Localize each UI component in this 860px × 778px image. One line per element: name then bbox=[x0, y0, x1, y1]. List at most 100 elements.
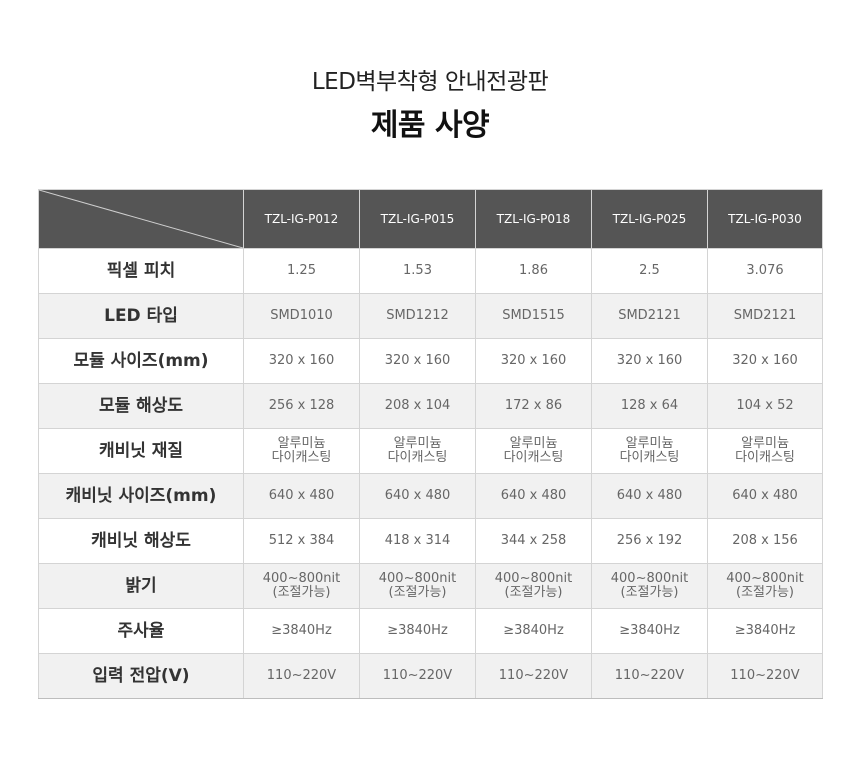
table-cell: 1.86 bbox=[475, 248, 592, 294]
row-label: 캐비닛 해상도 bbox=[38, 518, 244, 564]
table-cell: 640 x 480 bbox=[475, 473, 592, 519]
table-cell: 알루미늄 다이캐스팅 bbox=[243, 428, 360, 474]
cell-value: 104 x 52 bbox=[736, 398, 794, 413]
cell-value: SMD2121 bbox=[733, 308, 797, 323]
spec-table: TZL-IG-P012 TZL-IG-P015 TZL-IG-P018 TZL-… bbox=[38, 189, 823, 699]
cell-value: 320 x 160 bbox=[500, 353, 567, 368]
table-cell: 344 x 258 bbox=[475, 518, 592, 564]
cell-value: 알루미늄 bbox=[741, 436, 789, 451]
cell-value: 1.53 bbox=[403, 263, 432, 278]
cell-value: 다이캐스팅 bbox=[271, 450, 332, 465]
spec-table-body: 픽셀 피치 1.25 1.53 1.86 2.5 3.076 LED 타입 SMD1010 SM… bbox=[38, 248, 823, 699]
table-cell: 208 x 156 bbox=[707, 518, 823, 564]
table-cell: 400~800nit (조절가능) bbox=[475, 563, 592, 609]
cell-value: 400~800nit bbox=[378, 571, 457, 586]
table-cell: 418 x 314 bbox=[359, 518, 476, 564]
table-cell: 128 x 64 bbox=[591, 383, 708, 429]
table-cell: 320 x 160 bbox=[243, 338, 360, 384]
cell-value: 400~800nit bbox=[610, 571, 689, 586]
cell-value: 400~800nit bbox=[262, 571, 341, 586]
table-row: LED 타입 SMD1010 SMD1212 SMD1515 SMD2121 SMD212… bbox=[38, 293, 823, 339]
cell-value: ≥3840Hz bbox=[387, 623, 448, 638]
table-cell: 400~800nit (조절가능) bbox=[707, 563, 823, 609]
table-row: 주사율 ≥3840Hz ≥3840Hz ≥3840Hz ≥3840Hz ≥3840Hz bbox=[38, 608, 823, 654]
cell-value: 640 x 480 bbox=[384, 488, 451, 503]
table-cell: 400~800nit (조절가능) bbox=[359, 563, 476, 609]
table-cell: 110~220V bbox=[707, 653, 823, 699]
row-label: 주사율 bbox=[38, 608, 244, 654]
cell-value: 320 x 160 bbox=[268, 353, 335, 368]
cell-value: 알루미늄 bbox=[393, 436, 442, 451]
table-row: 밝기 400~800nit (조절가능) 400~800nit (조절가능) 400~80… bbox=[38, 563, 823, 609]
table-row: 모듈 사이즈(mm) 320 x 160 320 x 160 320 x 160 320… bbox=[38, 338, 823, 384]
table-cell: 400~800nit (조절가능) bbox=[591, 563, 708, 609]
table-cell: 알루미늄 다이캐스팅 bbox=[707, 428, 823, 474]
row-label: 밝기 bbox=[38, 563, 244, 609]
cell-value: SMD2121 bbox=[618, 308, 681, 323]
cell-value: ≥3840Hz bbox=[271, 623, 332, 638]
row-label: 캐비닛 재질 bbox=[38, 428, 244, 474]
table-cell: 256 x 128 bbox=[243, 383, 360, 429]
cell-value: 1.86 bbox=[519, 263, 548, 278]
row-label: 모듈 사이즈(mm) bbox=[38, 338, 244, 384]
table-cell: 110~220V bbox=[359, 653, 476, 699]
table-cell: ≥3840Hz bbox=[243, 608, 360, 654]
cell-value: 256 x 192 bbox=[616, 533, 683, 548]
cell-value: 320 x 160 bbox=[384, 353, 451, 368]
cell-value: 344 x 258 bbox=[500, 533, 567, 548]
table-cell: 256 x 192 bbox=[591, 518, 708, 564]
cell-value: 110~220V bbox=[614, 668, 685, 683]
row-label: 모듈 해상도 bbox=[38, 383, 244, 429]
table-cell: SMD1010 bbox=[243, 293, 360, 339]
cell-value: (조절가능) bbox=[620, 585, 679, 600]
cell-value: ≥3840Hz bbox=[734, 623, 796, 638]
diagonal-line-icon bbox=[39, 190, 243, 248]
cell-value: 418 x 314 bbox=[384, 533, 451, 548]
row-label: 픽셀 피치 bbox=[38, 248, 244, 294]
table-cell: 640 x 480 bbox=[707, 473, 823, 519]
cell-value: 다이캐스팅 bbox=[503, 450, 564, 465]
table-cell: 1.53 bbox=[359, 248, 476, 294]
cell-value: 400~800nit bbox=[494, 571, 573, 586]
table-cell: ≥3840Hz bbox=[475, 608, 592, 654]
table-row: 모듈 해상도 256 x 128 208 x 104 172 x 86 128 x 64… bbox=[38, 383, 823, 429]
column-header: TZL-IG-P030 bbox=[707, 189, 823, 249]
column-header: TZL-IG-P015 bbox=[359, 189, 476, 249]
table-row: 캐비닛 해상도 512 x 384 418 x 314 344 x 258 256 x … bbox=[38, 518, 823, 564]
table-row: 픽셀 피치 1.25 1.53 1.86 2.5 3.076 bbox=[38, 248, 823, 294]
table-row: 캐비닛 재질 알루미늄 다이캐스팅 알루미늄 다이캐스팅 알루미늄 다이캐스팅 알루미늄 다이캐… bbox=[38, 428, 823, 474]
cell-value: SMD1212 bbox=[386, 308, 449, 323]
cell-value: 512 x 384 bbox=[268, 533, 335, 548]
page-subtitle: LED벽부착형 안내전광판 bbox=[311, 69, 549, 95]
cell-value: 256 x 128 bbox=[268, 398, 335, 413]
corner-cell bbox=[38, 189, 244, 249]
cell-value: 다이캐스팅 bbox=[619, 450, 680, 465]
table-row: 입력 전압(V) 110~220V 110~220V 110~220V 110~220V… bbox=[38, 653, 823, 699]
table-row: 캐비닛 사이즈(mm) 640 x 480 640 x 480 640 x 480 64… bbox=[38, 473, 823, 519]
cell-value: 2.5 bbox=[639, 263, 660, 278]
table-cell: SMD1515 bbox=[475, 293, 592, 339]
table-cell: SMD1212 bbox=[359, 293, 476, 339]
column-header: TZL-IG-P025 bbox=[591, 189, 708, 249]
table-cell: 3.076 bbox=[707, 248, 823, 294]
table-cell: SMD2121 bbox=[707, 293, 823, 339]
table-cell: ≥3840Hz bbox=[707, 608, 823, 654]
cell-value: (조절가능) bbox=[272, 585, 331, 600]
page-title: 제품 사양 bbox=[370, 108, 490, 143]
table-cell: 110~220V bbox=[243, 653, 360, 699]
cell-value: 208 x 104 bbox=[384, 398, 451, 413]
cell-value: 640 x 480 bbox=[268, 488, 335, 503]
table-cell: SMD2121 bbox=[591, 293, 708, 339]
cell-value: ≥3840Hz bbox=[619, 623, 680, 638]
table-cell: 208 x 104 bbox=[359, 383, 476, 429]
table-cell: ≥3840Hz bbox=[591, 608, 708, 654]
cell-value: (조절가능) bbox=[736, 585, 794, 600]
cell-value: 110~220V bbox=[498, 668, 569, 683]
cell-value: 알루미늄 bbox=[625, 436, 674, 451]
cell-value: 320 x 160 bbox=[732, 353, 798, 368]
table-cell: 104 x 52 bbox=[707, 383, 823, 429]
cell-value: 110~220V bbox=[382, 668, 453, 683]
table-cell: 320 x 160 bbox=[475, 338, 592, 384]
cell-value: 110~220V bbox=[730, 668, 800, 683]
table-cell: 알루미늄 다이캐스팅 bbox=[475, 428, 592, 474]
